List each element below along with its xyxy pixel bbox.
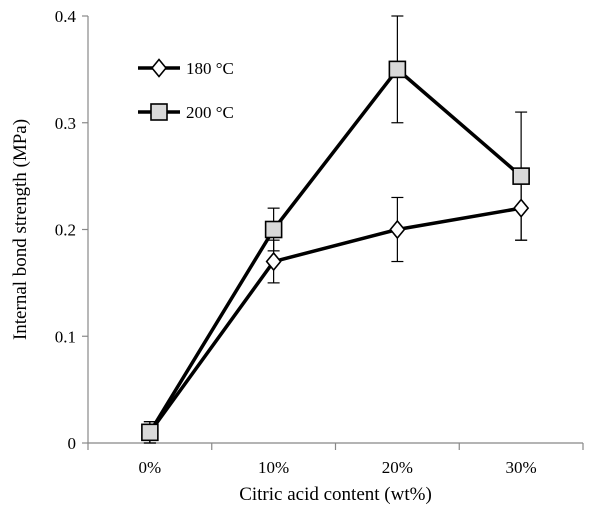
legend-label: 200 °C xyxy=(186,103,234,122)
legend: 180 °C 200 °C xyxy=(138,58,234,122)
y-axis-label: Internal bond strength (MPa) xyxy=(10,119,31,340)
data-point-square xyxy=(388,60,407,79)
y-tick-label: 0.1 xyxy=(55,327,76,346)
legend-marker-square xyxy=(150,103,168,121)
data-point-diamond xyxy=(265,251,282,272)
series-line-2 xyxy=(148,67,523,434)
legend-marker-diamond xyxy=(150,58,168,78)
x-tick-label: 20% xyxy=(382,458,413,477)
series-lines xyxy=(148,67,523,434)
x-tick-label: 30% xyxy=(506,458,537,477)
y-tick-label: 0 xyxy=(68,434,77,453)
y-tick-label: 0.3 xyxy=(55,114,76,133)
y-tick-label: 0.2 xyxy=(55,221,76,240)
x-tick-label: 0% xyxy=(139,458,162,477)
y-tick-label: 0.4 xyxy=(55,7,77,26)
x-axis-label: Citric acid content (wt%) xyxy=(239,484,432,505)
axes: 0 0.1 0.2 0.3 0.4 0% 10% 20% 30% xyxy=(55,7,584,477)
data-point-diamond xyxy=(513,198,530,218)
legend-label: 180 °C xyxy=(186,59,234,78)
series-markers xyxy=(141,60,530,443)
x-tick-label: 10% xyxy=(258,458,289,477)
series-line-1 xyxy=(148,206,522,434)
data-point-square xyxy=(141,423,159,442)
data-point-square xyxy=(512,167,530,185)
data-point-diamond xyxy=(389,219,406,240)
error-bars xyxy=(143,15,528,444)
data-point-square xyxy=(264,220,283,239)
